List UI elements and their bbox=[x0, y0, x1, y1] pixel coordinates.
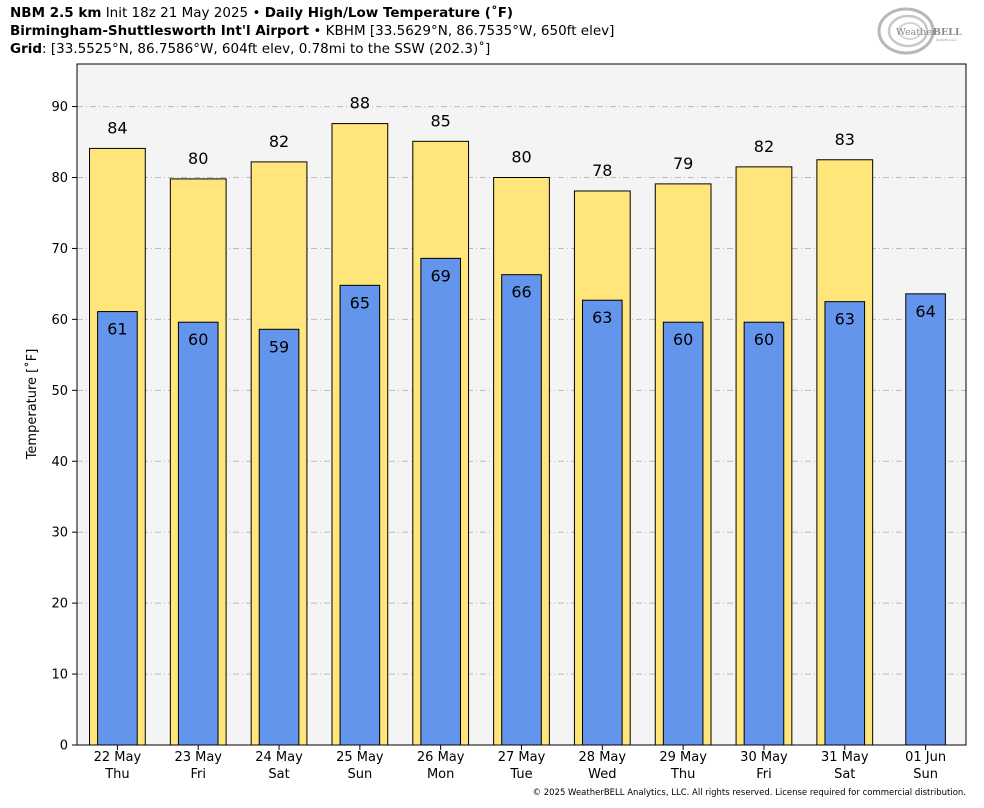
low-temp-bar bbox=[582, 299, 623, 746]
x-tick-day: Sun bbox=[347, 767, 372, 782]
low-temp-label: 59 bbox=[269, 337, 289, 356]
x-tick-day: Sun bbox=[913, 767, 938, 782]
y-tick-label: 10 bbox=[51, 668, 68, 683]
low-temp-label: 69 bbox=[431, 266, 451, 285]
low-temp-bar bbox=[743, 321, 785, 746]
low-temp-label: 61 bbox=[107, 320, 127, 339]
low-temp-bar bbox=[824, 301, 866, 746]
low-temp-label: 60 bbox=[754, 330, 774, 349]
x-tick-day: Fri bbox=[190, 767, 206, 782]
x-tick-day: Thu bbox=[670, 767, 695, 782]
separator: • bbox=[252, 5, 261, 21]
station-detail: KBHM [33.5629°N, 86.7535°W, 650ft elev] bbox=[325, 23, 615, 39]
x-tick-date: 25 May bbox=[336, 750, 384, 765]
grid-detail: : [33.5525°N, 86.7586°W, 604ft elev, 0.7… bbox=[42, 41, 491, 57]
logo-subtext: Analytics LLC bbox=[936, 38, 958, 42]
x-tick-day: Sat bbox=[268, 767, 289, 782]
low-temp-bar bbox=[177, 321, 219, 746]
high-temp-label: 83 bbox=[835, 130, 855, 149]
x-tick-date: 31 May bbox=[821, 750, 869, 765]
high-temp-label: 88 bbox=[350, 94, 370, 113]
station-name: Birmingham-Shuttlesworth Int'l Airport bbox=[10, 23, 310, 39]
low-temp-label: 60 bbox=[188, 330, 208, 349]
low-temp-bar bbox=[339, 284, 381, 746]
y-tick-label: 80 bbox=[51, 171, 68, 186]
y-tick-label: 50 bbox=[51, 384, 68, 399]
high-temp-label: 85 bbox=[431, 111, 451, 130]
x-tick-date: 01 Jun bbox=[905, 750, 946, 765]
x-tick-day: Mon bbox=[427, 767, 454, 782]
title-line-3: Grid: [33.5525°N, 86.7586°W, 604ft elev,… bbox=[10, 41, 490, 58]
high-temp-label: 78 bbox=[592, 161, 612, 180]
bars: 84 61 80 60 82 59 88 65 85 69 80 66 78 63 79 60 82 60 83 63… bbox=[89, 94, 946, 746]
y-axis: 0 10 20 30 40 50 60 70 80 90 bbox=[51, 100, 77, 754]
title-line-1: NBM 2.5 km Init 18z 21 May 2025 • Daily … bbox=[10, 5, 513, 22]
low-temp-bar bbox=[420, 257, 461, 746]
high-temp-label: 82 bbox=[754, 137, 774, 156]
x-tick-date: 26 May bbox=[417, 750, 465, 765]
x-tick-day: Fri bbox=[756, 767, 772, 782]
x-tick-date: 28 May bbox=[579, 750, 627, 765]
x-tick-date: 23 May bbox=[174, 750, 222, 765]
y-tick-label: 70 bbox=[51, 242, 68, 257]
grid-label: Grid bbox=[10, 41, 43, 57]
x-tick-day: Thu bbox=[104, 767, 129, 782]
high-temp-label: 84 bbox=[107, 118, 127, 137]
y-tick-label: 90 bbox=[51, 100, 68, 115]
x-tick-day: Wed bbox=[588, 767, 616, 782]
low-temp-label: 64 bbox=[915, 302, 935, 321]
high-temp-label: 80 bbox=[511, 148, 531, 167]
x-tick-date: 24 May bbox=[255, 750, 303, 765]
high-temp-label: 82 bbox=[269, 132, 289, 151]
x-tick-date: 30 May bbox=[740, 750, 788, 765]
low-temp-bar bbox=[501, 274, 542, 746]
low-temp-label: 60 bbox=[673, 330, 693, 349]
low-temp-bar bbox=[97, 311, 138, 746]
low-temp-bar bbox=[258, 328, 300, 746]
logo-text-weather: Weather bbox=[896, 27, 937, 38]
x-tick-day: Sat bbox=[834, 767, 855, 782]
x-axis: 22 May Thu 23 May Fri 24 May Sat 25 May Sun 26 M… bbox=[94, 745, 946, 782]
y-tick-label: 40 bbox=[51, 455, 68, 470]
high-temp-label: 79 bbox=[673, 154, 693, 173]
y-tick-label: 20 bbox=[51, 597, 68, 612]
x-tick-date: 27 May bbox=[498, 750, 546, 765]
x-tick-date: 22 May bbox=[94, 750, 142, 765]
low-temp-bar bbox=[905, 293, 946, 746]
separator: • bbox=[313, 23, 322, 39]
low-temp-label: 63 bbox=[835, 310, 855, 329]
model-name: NBM 2.5 km bbox=[10, 5, 102, 21]
init-time: Init 18z 21 May 2025 bbox=[105, 5, 249, 21]
copyright-footer: © 2025 WeatherBELL Analytics, LLC. All r… bbox=[532, 788, 966, 798]
low-temp-label: 66 bbox=[511, 283, 531, 302]
y-tick-label: 30 bbox=[51, 526, 68, 541]
low-temp-bar bbox=[662, 321, 704, 746]
x-tick-day: Tue bbox=[509, 767, 532, 782]
high-temp-label: 80 bbox=[188, 149, 208, 168]
y-tick-label: 60 bbox=[51, 313, 68, 328]
title-line-2: Birmingham-Shuttlesworth Int'l Airport •… bbox=[10, 23, 614, 40]
low-temp-label: 63 bbox=[592, 308, 612, 327]
weatherbell-logo: Weather BELL Analytics LLC bbox=[877, 7, 962, 55]
low-temp-label: 65 bbox=[350, 293, 370, 312]
y-axis-label: Temperature [˚F] bbox=[24, 349, 40, 461]
product-name: Daily High/Low Temperature (˚F) bbox=[264, 5, 514, 21]
x-tick-date: 29 May bbox=[659, 750, 707, 765]
y-tick-label: 0 bbox=[60, 739, 68, 754]
logo-text-bell: BELL bbox=[933, 27, 962, 38]
